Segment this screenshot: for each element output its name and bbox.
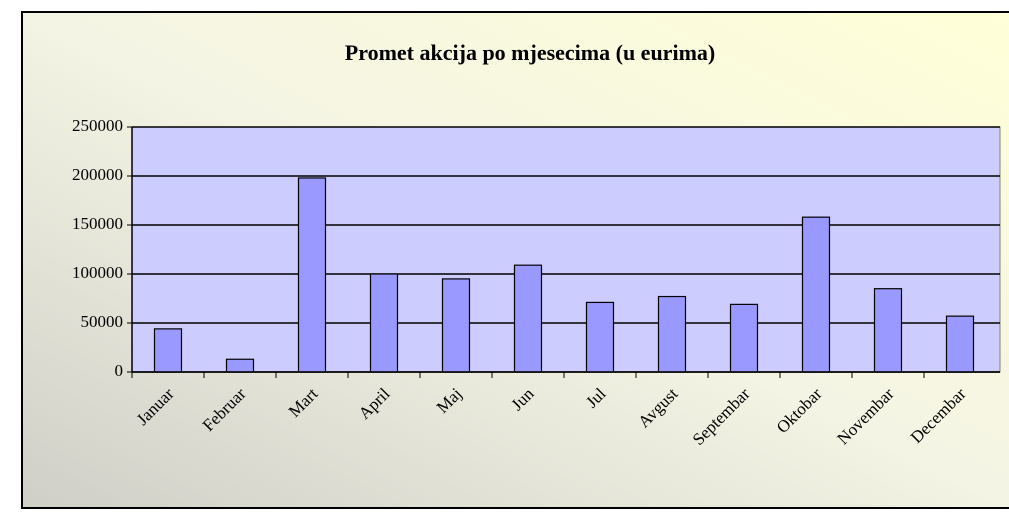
- bar: [585, 301, 615, 373]
- bar: [801, 216, 831, 373]
- bar: [441, 278, 471, 373]
- y-tick-label: 200000: [72, 165, 123, 184]
- bar: [945, 315, 975, 373]
- bar: [153, 328, 183, 373]
- plot-area: [131, 126, 1001, 373]
- chart-title: Promet akcija po mjesecima (u eurima): [345, 40, 715, 65]
- bar: [225, 358, 255, 373]
- y-tick-label: 250000: [72, 116, 123, 135]
- bar: [729, 303, 759, 373]
- bar: [369, 273, 399, 373]
- y-tick-label: 150000: [72, 214, 123, 233]
- bar: [657, 295, 687, 373]
- y-tick-label: 100000: [72, 263, 123, 282]
- bar: [873, 288, 903, 373]
- bar: [297, 177, 327, 373]
- y-tick-label: 50000: [81, 312, 124, 331]
- y-tick-label: 0: [115, 361, 124, 380]
- bar: [513, 264, 543, 373]
